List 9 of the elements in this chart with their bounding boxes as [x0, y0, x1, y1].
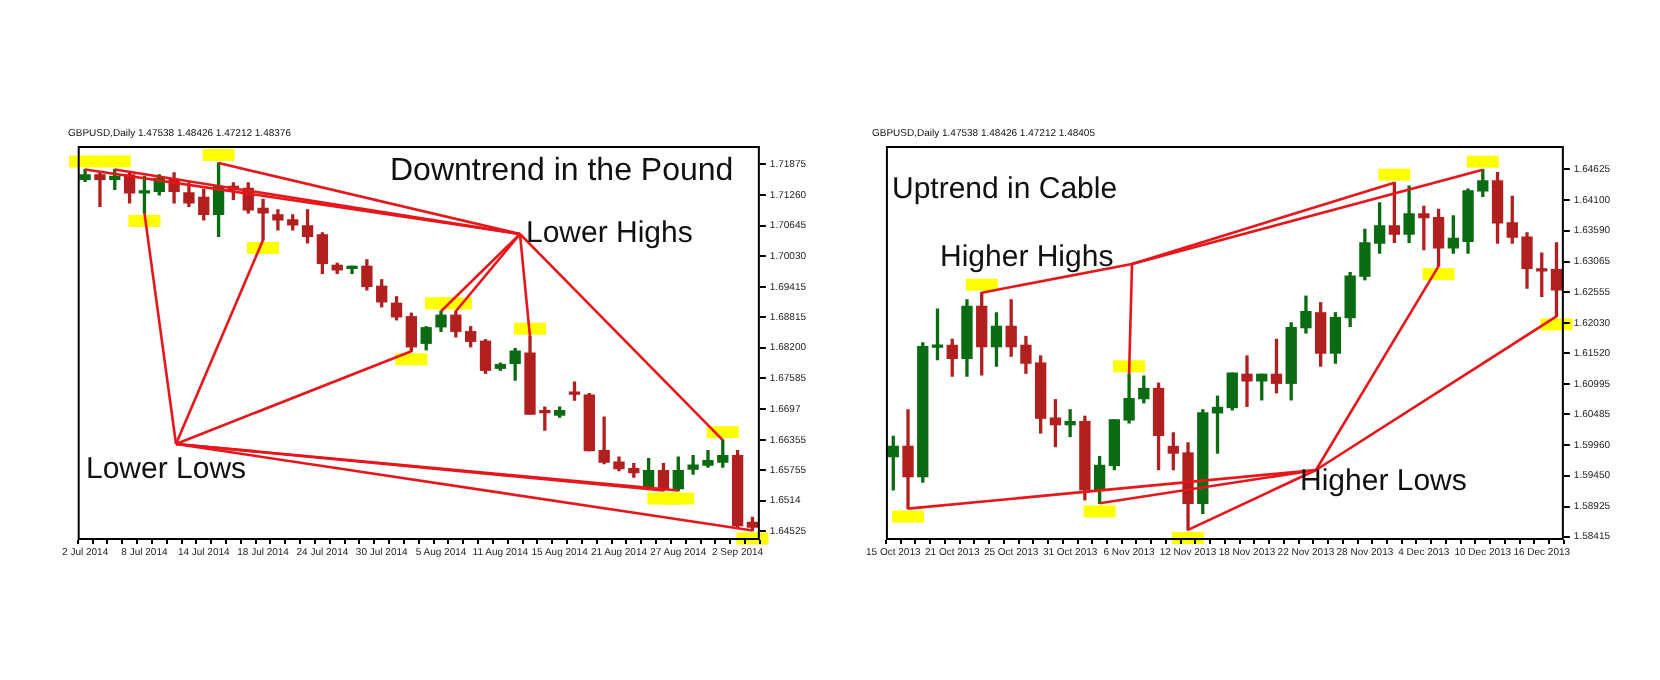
annotation: Higher Highs — [940, 240, 1114, 275]
annotation: Lower Highs — [526, 216, 693, 251]
annotation: Lower Lows — [86, 452, 247, 487]
annotation: Higher Lows — [1300, 464, 1467, 499]
candlestick — [94, 172, 106, 208]
candlestick — [1241, 355, 1253, 407]
candlestick — [1064, 409, 1076, 438]
annotation: Uptrend in Cable — [892, 172, 1118, 207]
annotation: Downtrend in the Pound — [390, 154, 734, 190]
